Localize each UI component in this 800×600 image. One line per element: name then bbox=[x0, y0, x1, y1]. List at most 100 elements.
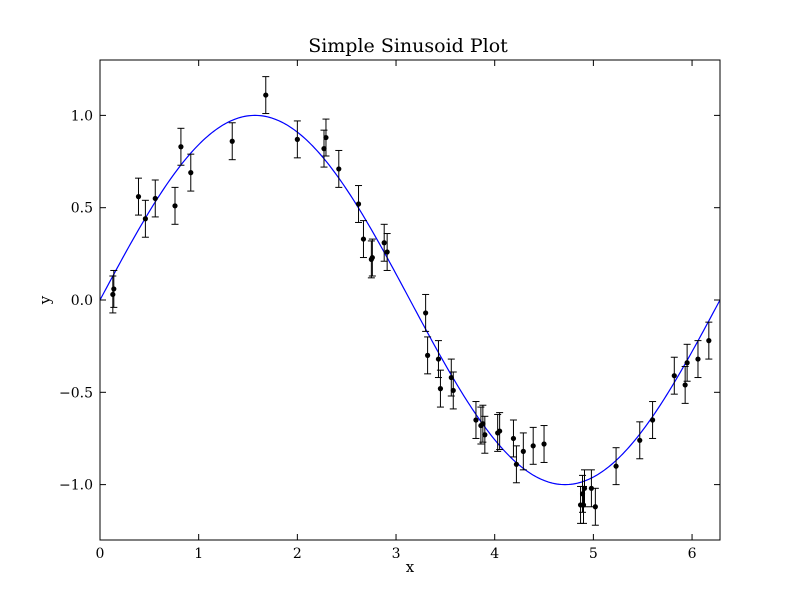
data-point-2 bbox=[134, 177, 142, 216]
data-marker bbox=[513, 461, 520, 467]
data-point-1 bbox=[110, 269, 118, 308]
data-point-43 bbox=[612, 447, 620, 486]
data-point-25 bbox=[449, 371, 457, 410]
x-axis-label: x bbox=[406, 558, 415, 576]
data-marker bbox=[369, 254, 375, 261]
data-point-23 bbox=[436, 369, 444, 408]
data-marker bbox=[111, 286, 117, 292]
data-marker bbox=[682, 382, 688, 388]
data-point-8 bbox=[228, 122, 236, 161]
data-marker bbox=[520, 448, 526, 454]
data-marker bbox=[671, 373, 677, 379]
data-point-3 bbox=[141, 199, 149, 238]
x-tick-label: 1 bbox=[194, 546, 203, 562]
data-point-12 bbox=[322, 118, 330, 157]
data-marker bbox=[384, 249, 390, 255]
data-point-42 bbox=[591, 487, 599, 526]
x-tick-label: 5 bbox=[589, 546, 598, 562]
data-marker bbox=[381, 240, 387, 246]
data-point-15 bbox=[359, 220, 367, 259]
data-point-34 bbox=[519, 432, 527, 471]
data-marker bbox=[448, 374, 454, 381]
data-point-29 bbox=[481, 415, 489, 454]
data-point-6 bbox=[177, 127, 185, 166]
data-marker bbox=[480, 421, 486, 427]
data-marker bbox=[142, 216, 148, 222]
x-tick-label: 2 bbox=[293, 546, 302, 562]
data-marker bbox=[360, 236, 367, 242]
data-marker bbox=[613, 463, 619, 469]
data-marker bbox=[425, 352, 431, 358]
data-point-50 bbox=[705, 321, 713, 360]
data-point-32 bbox=[509, 419, 517, 458]
data-point-48 bbox=[683, 343, 691, 382]
data-point-14 bbox=[355, 185, 363, 223]
x-tick-label: 6 bbox=[688, 546, 697, 562]
data-marker bbox=[355, 201, 362, 207]
data-point-35 bbox=[529, 426, 537, 465]
data-marker bbox=[450, 387, 456, 394]
data-marker bbox=[178, 144, 184, 150]
data-marker bbox=[541, 441, 547, 447]
data-point-10 bbox=[293, 120, 301, 159]
data-marker bbox=[336, 166, 342, 172]
x-tick-label: 4 bbox=[490, 546, 499, 562]
data-point-4 bbox=[151, 179, 159, 218]
data-point-7 bbox=[187, 153, 195, 192]
data-marker bbox=[706, 338, 712, 344]
data-point-17 bbox=[368, 238, 376, 277]
data-marker bbox=[510, 435, 517, 442]
sine-curve bbox=[100, 114, 720, 486]
x-tick-label: 3 bbox=[392, 546, 401, 562]
data-point-26 bbox=[472, 401, 480, 439]
data-point-31 bbox=[496, 412, 504, 451]
data-marker bbox=[263, 92, 269, 98]
y-tick-label: 0.0 bbox=[71, 293, 93, 309]
data-marker bbox=[437, 386, 444, 392]
data-point-18 bbox=[380, 223, 388, 262]
data-marker bbox=[592, 504, 598, 510]
data-marker bbox=[497, 428, 503, 434]
data-point-9 bbox=[262, 76, 270, 115]
data-marker bbox=[649, 417, 656, 423]
data-point-46 bbox=[670, 356, 678, 395]
data-point-49 bbox=[694, 340, 702, 379]
data-point-36 bbox=[540, 425, 548, 463]
data-marker bbox=[684, 360, 690, 366]
y-tick-label: −0.5 bbox=[59, 385, 93, 401]
data-point-13 bbox=[335, 149, 343, 188]
data-marker bbox=[229, 138, 235, 144]
y-axis-label: y bbox=[36, 295, 54, 305]
data-marker bbox=[423, 310, 429, 316]
data-marker bbox=[188, 170, 194, 176]
x-tick-label: 0 bbox=[96, 546, 105, 562]
data-point-5 bbox=[171, 186, 179, 225]
chart-title: Simple Sinusoid Plot bbox=[308, 35, 508, 57]
data-point-20 bbox=[422, 293, 430, 332]
data-point-21 bbox=[424, 336, 432, 375]
data-marker bbox=[152, 195, 158, 202]
data-marker bbox=[435, 356, 442, 362]
y-tick-label: −1.0 bbox=[59, 478, 93, 494]
data-point-19 bbox=[383, 233, 391, 271]
data-marker bbox=[323, 134, 329, 141]
data-marker bbox=[321, 146, 327, 152]
y-tick-label: 0.5 bbox=[71, 201, 93, 217]
data-marker bbox=[294, 136, 300, 142]
data-point-45 bbox=[649, 401, 657, 439]
data-marker bbox=[110, 291, 116, 298]
plot-area bbox=[100, 76, 720, 526]
data-marker bbox=[588, 485, 595, 491]
data-marker bbox=[530, 443, 536, 449]
data-marker bbox=[580, 502, 587, 508]
data-point-40 bbox=[580, 485, 588, 524]
data-marker bbox=[637, 437, 643, 443]
data-point-33 bbox=[512, 445, 520, 484]
y-tick-label: 1.0 bbox=[71, 108, 93, 124]
data-point-44 bbox=[636, 421, 644, 460]
data-marker bbox=[482, 432, 488, 438]
data-marker bbox=[172, 203, 178, 209]
data-marker bbox=[135, 194, 142, 200]
